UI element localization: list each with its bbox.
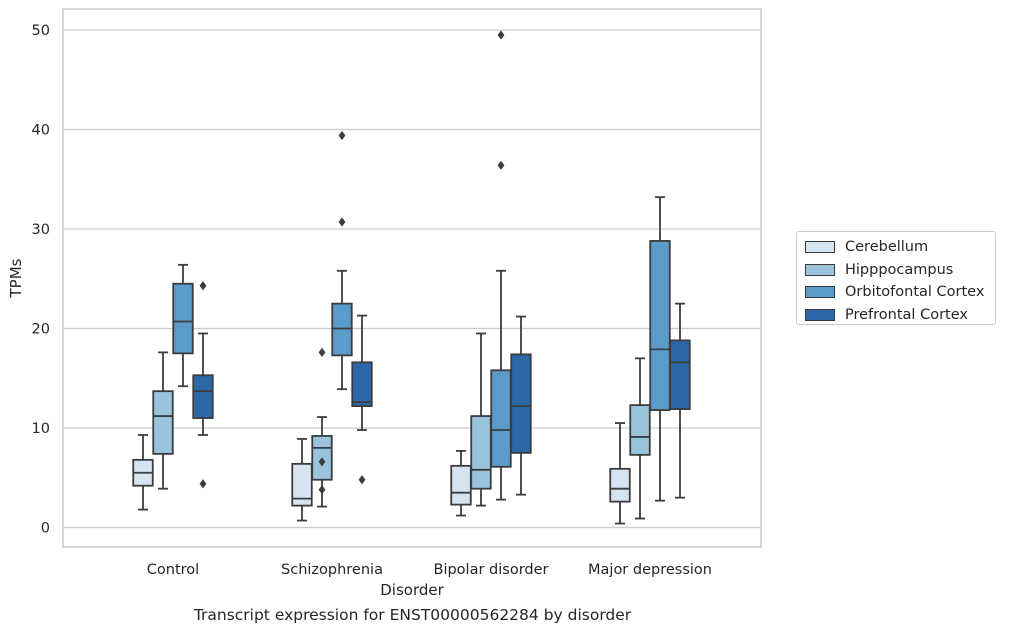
y-tick-label-30: 30 — [32, 222, 50, 238]
outlier-schizophrenia-orbitofontal-cortex-0 — [338, 130, 346, 141]
outlier-control-prefrontal-cortex-0 — [199, 281, 207, 291]
box-body-bipolar-disorder-hipppocampus — [470, 415, 492, 490]
legend-swatch-prefrontal-cortex — [805, 308, 835, 321]
box-body-major-depression-hipppocampus — [629, 404, 651, 456]
legend-item-orbitofrontal-cortex: Orbitofontal Cortex — [805, 281, 995, 304]
outlier-control-prefrontal-cortex-1 — [199, 479, 207, 489]
legend-item-hippocampus: Hipppocampus — [805, 259, 995, 282]
box-body-control-hipppocampus — [152, 390, 174, 455]
x-tick-labels: Control Schizophrenia Bipolar disorder Majo… — [147, 562, 712, 578]
box-body-schizophrenia-prefrontal-cortex — [351, 361, 373, 408]
box-control-orbitofontal-cortex — [172, 263, 194, 388]
box-body-major-depression-cerebellum — [609, 467, 631, 503]
box-body-bipolar-disorder-cerebellum — [450, 464, 472, 506]
legend-swatch-hippocampus — [805, 263, 835, 276]
y-tick-labels: 0 10 20 30 40 50 — [32, 23, 50, 537]
plot-frame — [62, 8, 762, 548]
box-body-major-depression-prefrontal-cortex — [669, 339, 691, 410]
x-axis-label: Disorder — [380, 581, 444, 599]
legend-label-cerebellum: Cerebellum — [845, 239, 929, 256]
y-tick-label-50: 50 — [32, 23, 50, 39]
legend-label-orbitofrontal-cortex: Orbitofontal Cortex — [845, 284, 985, 301]
box-body-major-depression-orbitofontal-cortex — [649, 240, 671, 411]
legend-swatch-cerebellum — [805, 241, 835, 254]
outlier-schizophrenia-orbitofontal-cortex-1 — [338, 217, 346, 227]
outlier-schizophrenia-hipppocampus-0 — [318, 347, 326, 357]
x-tick-label-control: Control — [147, 562, 199, 578]
legend-label-hippocampus: Hipppocampus — [845, 261, 954, 278]
box-major-depression-hipppocampus — [629, 357, 651, 520]
box-major-depression-orbitofontal-cortex — [649, 196, 671, 502]
box-bipolar-disorder-orbitofontal-cortex — [490, 30, 512, 501]
box-body-bipolar-disorder-prefrontal-cortex — [510, 353, 532, 454]
box-body-schizophrenia-orbitofontal-cortex — [331, 302, 353, 357]
box-bipolar-disorder-prefrontal-cortex — [510, 315, 532, 496]
box-schizophrenia-orbitofontal-cortex — [331, 130, 353, 391]
box-control-hipppocampus — [152, 351, 174, 490]
box-major-depression-prefrontal-cortex — [669, 302, 691, 499]
y-tick-label-20: 20 — [32, 322, 50, 338]
box-bipolar-disorder-hipppocampus — [470, 332, 492, 507]
outlier-bipolar-disorder-orbitofontal-cortex-0 — [497, 30, 505, 40]
legend-item-prefrontal-cortex: Prefrontal Cortex — [805, 304, 995, 327]
outlier-bipolar-disorder-orbitofontal-cortex-1 — [497, 160, 505, 170]
box-control-cerebellum — [132, 434, 154, 511]
boxes — [132, 30, 691, 525]
outlier-schizophrenia-hipppocampus-2 — [318, 485, 326, 495]
box-schizophrenia-hipppocampus — [311, 347, 333, 508]
box-body-schizophrenia-cerebellum — [291, 462, 313, 507]
y-tick-label-40: 40 — [32, 123, 50, 139]
outlier-schizophrenia-hipppocampus-1 — [318, 457, 326, 467]
y-tick-label-0: 0 — [41, 521, 50, 537]
legend: Cerebellum Hipppocampus Orbitofontal Cor… — [796, 231, 996, 325]
box-schizophrenia-prefrontal-cortex — [351, 314, 373, 485]
box-schizophrenia-cerebellum — [291, 438, 313, 522]
box-body-control-prefrontal-cortex — [192, 374, 214, 419]
legend-swatch-orbitofrontal-cortex — [805, 286, 835, 299]
box-control-prefrontal-cortex — [192, 281, 214, 489]
legend-item-cerebellum: Cerebellum — [805, 236, 995, 259]
outlier-schizophrenia-prefrontal-cortex-0 — [358, 475, 366, 485]
chart-caption: Transcript expression for ENST0000056228… — [193, 606, 632, 624]
x-tick-label-bipolar-disorder: Bipolar disorder — [434, 562, 549, 578]
box-body-control-orbitofontal-cortex — [172, 282, 194, 355]
box-major-depression-cerebellum — [609, 422, 631, 525]
x-tick-label-schizophrenia: Schizophrenia — [281, 562, 383, 578]
box-body-bipolar-disorder-orbitofontal-cortex — [490, 369, 512, 468]
x-tick-label-major-depression: Major depression — [588, 562, 712, 578]
y-tick-label-10: 10 — [32, 421, 50, 437]
box-bipolar-disorder-cerebellum — [450, 449, 472, 517]
y-axis-label: TPMs — [7, 258, 25, 298]
legend-label-prefrontal-cortex: Prefrontal Cortex — [845, 306, 968, 323]
